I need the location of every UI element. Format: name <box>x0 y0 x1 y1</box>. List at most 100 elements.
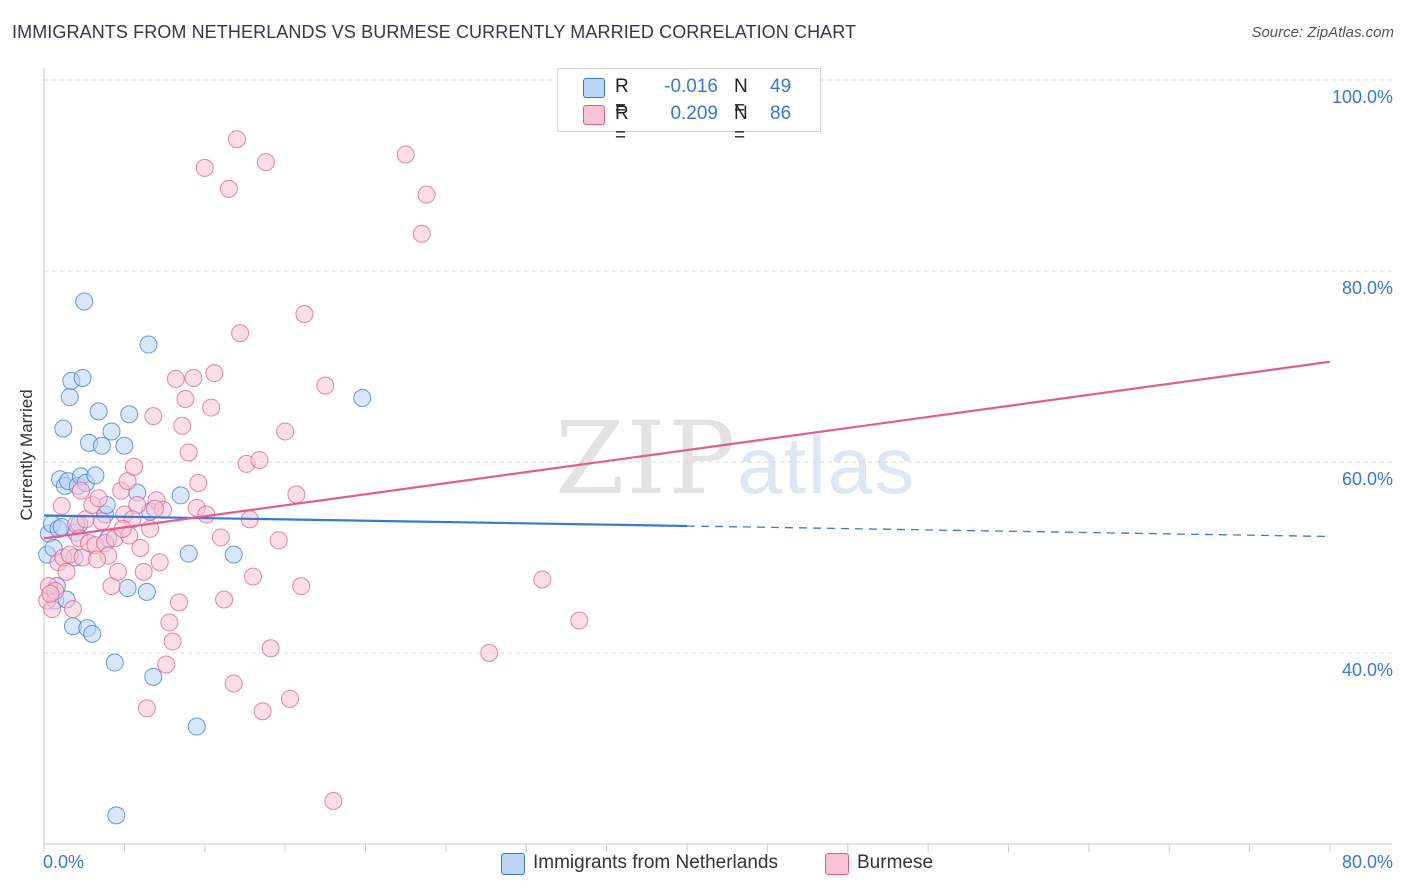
burmese-point <box>261 639 280 658</box>
burmese-point <box>292 577 311 596</box>
legend-n-label: N = <box>734 103 748 146</box>
burmese-point <box>166 369 185 388</box>
netherlands-point <box>120 405 139 424</box>
burmese-point <box>71 481 90 500</box>
legend-r-value: -0.016 <box>664 76 718 97</box>
netherlands-point <box>89 402 108 421</box>
x-tick-label-max: 80.0% <box>1341 852 1393 872</box>
y-tick-label-60: 60.0% <box>1341 469 1393 489</box>
netherlands-trend-line <box>43 514 688 528</box>
burmese-point <box>176 389 195 408</box>
netherlands-point <box>139 335 158 354</box>
netherlands-point <box>353 389 372 408</box>
bottom-legend-swatch-pink <box>825 853 849 875</box>
burmese-point <box>137 699 156 718</box>
legend-r-label: R = <box>615 103 629 146</box>
burmese-point <box>276 422 295 441</box>
burmese-point <box>570 611 589 630</box>
netherlands-point <box>144 667 163 686</box>
burmese-point <box>417 185 436 204</box>
burmese-point <box>179 443 198 462</box>
netherlands-point <box>54 419 73 438</box>
watermark-atlas: atlas <box>737 421 917 510</box>
burmese-point <box>205 364 224 383</box>
burmese-point <box>131 538 150 557</box>
netherlands-point <box>179 544 198 563</box>
burmese-point <box>170 593 189 612</box>
burmese-point <box>163 632 182 651</box>
burmese-point <box>224 674 243 693</box>
burmese-point <box>253 702 272 721</box>
burmese-point <box>63 600 82 619</box>
burmese-point <box>108 562 127 581</box>
legend-n-label: N = <box>734 76 748 119</box>
bottom-legend-swatch-blue <box>501 853 525 875</box>
burmese-point <box>52 496 71 515</box>
netherlands-point <box>83 624 102 643</box>
burmese-point <box>324 792 343 811</box>
legend-swatch-blue <box>583 78 605 98</box>
legend-r-label: R = <box>615 76 629 119</box>
y-tick-label-80: 80.0% <box>1341 278 1393 298</box>
burmese-point <box>287 485 306 504</box>
netherlands-point <box>75 292 94 311</box>
burmese-point <box>480 644 499 662</box>
burmese-point <box>145 499 164 518</box>
burmese-point <box>184 368 203 387</box>
burmese-point <box>88 550 107 569</box>
burmese-point <box>195 158 214 177</box>
netherlands-point <box>102 422 121 441</box>
burmese-point <box>269 531 288 550</box>
y-axis-label: Currently Married <box>17 389 36 521</box>
legend-swatch-pink <box>583 105 605 125</box>
burmese-point <box>211 528 230 547</box>
legend-r-value: 0.209 <box>670 103 718 124</box>
netherlands-point <box>86 466 105 485</box>
netherlands-point <box>118 579 137 598</box>
burmese-point <box>250 451 269 470</box>
burmese-point <box>396 145 415 164</box>
burmese-point <box>157 655 176 674</box>
legend-n-value: 86 <box>770 103 792 124</box>
netherlands-point <box>107 806 126 825</box>
netherlands-point <box>60 388 79 407</box>
burmese-point <box>280 689 299 708</box>
netherlands-point <box>224 545 243 564</box>
burmese-point <box>41 584 60 603</box>
burmese-point <box>227 130 246 149</box>
watermark-zip: ZIP <box>555 400 738 517</box>
burmese-point <box>89 489 108 508</box>
burmese-point <box>173 416 192 435</box>
burmese-trend-line <box>43 360 1331 540</box>
netherlands-point <box>171 486 190 505</box>
legend-n-value: 49 <box>770 76 792 97</box>
burmese-point <box>219 179 238 198</box>
burmese-point <box>202 398 221 417</box>
burmese-point <box>243 567 262 586</box>
stats-legend: R = -0.016 N = 49 R = 0.209 N = 86 <box>557 68 821 146</box>
burmese-point <box>231 324 250 343</box>
burmese-point <box>43 600 62 619</box>
burmese-point <box>316 376 335 395</box>
burmese-point <box>412 224 431 243</box>
netherlands-point <box>73 368 92 387</box>
netherlands-point <box>187 717 206 736</box>
burmese-point <box>134 562 153 581</box>
y-tick-label-40: 40.0% <box>1341 660 1393 680</box>
burmese-point <box>189 474 208 493</box>
bottom-legend-label: Immigrants from Netherlands <box>533 852 778 873</box>
burmese-point <box>215 590 234 609</box>
y-tick-label-100: 100.0% <box>1331 87 1393 107</box>
watermark: ZIPatlas <box>555 400 916 517</box>
netherlands-point <box>105 653 124 672</box>
source-label: Source: ZipAtlas.com <box>1251 24 1394 41</box>
netherlands-point <box>115 436 134 455</box>
burmese-point <box>160 613 179 632</box>
burmese-point <box>256 153 275 172</box>
burmese-point <box>295 304 314 323</box>
x-tick-label-min: 0.0% <box>43 852 85 872</box>
burmese-point <box>533 570 552 589</box>
burmese-point <box>150 553 169 572</box>
bottom-legend-label: Burmese <box>857 852 934 873</box>
